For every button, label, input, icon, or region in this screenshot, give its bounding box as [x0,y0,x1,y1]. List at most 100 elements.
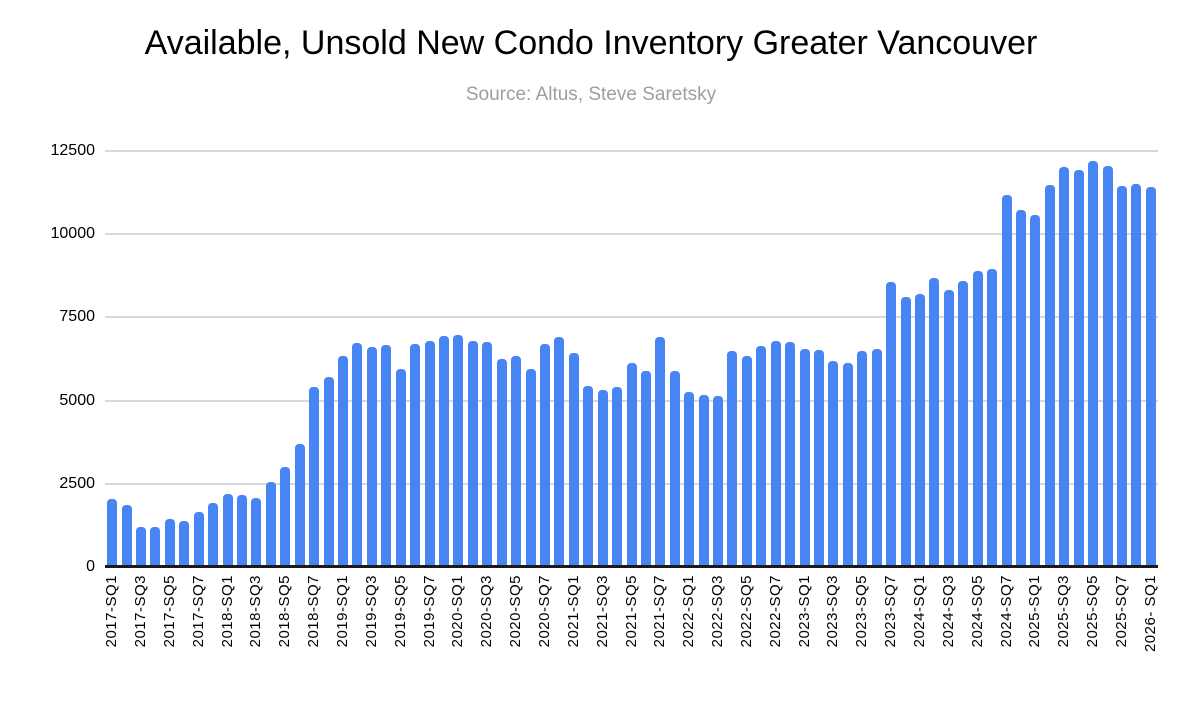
y-axis-tick-label: 2500 [59,474,95,492]
bar[interactable] [525,369,536,567]
x-axis-tick-label: 2019-SQ3 [362,575,380,648]
bar[interactable] [1044,184,1055,567]
x-axis-tick-label: 2018-SQ7 [305,575,323,648]
x-axis-tick-label: 2026- SQ1 [1141,575,1159,653]
x-axis-tick-label: 2021-SQ1 [564,575,582,648]
bar[interactable] [814,350,825,567]
y-axis-tick-label: 7500 [59,308,95,326]
bar[interactable] [1145,186,1156,567]
bar[interactable] [208,503,219,567]
bar[interactable] [438,336,449,567]
x-axis-tick-label: 2025-SQ3 [1055,575,1073,648]
x-axis-tick-label: 2017-SQ1 [103,575,121,648]
y-axis-tick-label: 5000 [59,391,95,409]
bar[interactable] [121,505,132,567]
bar[interactable] [1088,161,1099,567]
bar[interactable] [410,343,421,567]
bar[interactable] [496,358,507,567]
x-axis-line [105,565,1158,568]
bar[interactable] [640,370,651,567]
bar[interactable] [842,363,853,567]
bar[interactable] [539,344,550,567]
x-axis-tick-label: 2021-SQ5 [622,575,640,648]
bar[interactable] [222,494,233,567]
x-axis-tick-label: 2024-SQ1 [910,575,928,648]
bar[interactable] [280,467,291,567]
bar[interactable] [1059,166,1070,567]
x-axis-tick-label: 2022-SQ5 [737,575,755,648]
bar[interactable] [655,337,666,567]
bar[interactable] [237,494,248,567]
bar[interactable] [323,377,334,567]
bar[interactable] [698,394,709,567]
bar[interactable] [107,498,118,567]
chart-subtitle: Source: Altus, Steve Saretsky [465,84,717,105]
bar[interactable] [684,391,695,567]
x-axis-tick-label: 2025-SQ5 [1084,575,1102,648]
bar[interactable] [1131,183,1142,567]
bar[interactable] [1015,210,1026,567]
y-axis-tick-label: 10000 [50,225,96,243]
bar[interactable] [799,349,810,567]
bar[interactable] [467,340,478,567]
x-axis-tick-label: 2017-SQ3 [132,575,150,648]
bar[interactable] [857,351,868,567]
bar[interactable] [583,385,594,567]
bar[interactable] [900,297,911,567]
bar[interactable] [871,349,882,567]
bar[interactable] [424,341,435,567]
bar[interactable] [886,281,897,567]
x-axis-tick-label: 2024-SQ5 [968,575,986,648]
bar[interactable] [179,520,190,567]
bar[interactable] [352,342,363,567]
chart-title: Available, Unsold New Condo Inventory Gr… [144,24,1038,62]
bar[interactable] [597,389,608,567]
bar[interactable] [482,342,493,567]
bar[interactable] [395,368,406,567]
bar[interactable] [958,281,969,567]
bar[interactable] [366,347,377,567]
bar[interactable] [669,371,680,567]
bar[interactable] [251,498,262,567]
bar[interactable] [554,337,565,567]
x-axis-tick-label: 2023-SQ3 [824,575,842,648]
x-axis-tick-label: 2019-SQ1 [334,575,351,648]
bar[interactable] [511,356,522,567]
bar[interactable] [309,387,320,567]
bar[interactable] [381,344,392,567]
bar[interactable] [785,341,796,567]
bar[interactable] [1030,214,1041,567]
bar[interactable] [150,527,161,567]
x-axis-tick-label: 2021-SQ3 [593,575,611,648]
bar[interactable] [294,444,305,567]
bar[interactable] [987,269,998,567]
bar[interactable] [741,355,752,567]
bar[interactable] [338,356,348,567]
bar[interactable] [1116,186,1127,567]
bar[interactable] [756,345,767,567]
bar[interactable] [453,335,464,567]
bar[interactable] [1001,195,1012,567]
bar[interactable] [568,352,579,567]
bar[interactable] [626,363,637,567]
bar[interactable] [972,270,983,567]
bar[interactable] [1073,170,1084,567]
bar[interactable] [943,290,954,567]
y-axis-tick-label: 12500 [50,142,96,159]
bar[interactable] [164,519,175,567]
bar[interactable] [929,278,940,567]
gridline [105,150,1158,152]
bar[interactable] [828,361,839,567]
bar[interactable] [1102,166,1113,567]
bar[interactable] [612,387,623,567]
bar[interactable] [265,482,276,567]
bar[interactable] [713,395,724,567]
bar[interactable] [727,351,738,567]
x-axis-tick-label: 2019-SQ7 [420,575,438,648]
bar[interactable] [770,341,781,567]
bar[interactable] [193,512,204,567]
x-axis-tick-label: 2020-SQ3 [478,575,496,648]
bar[interactable] [136,527,147,567]
bar[interactable] [914,294,925,567]
